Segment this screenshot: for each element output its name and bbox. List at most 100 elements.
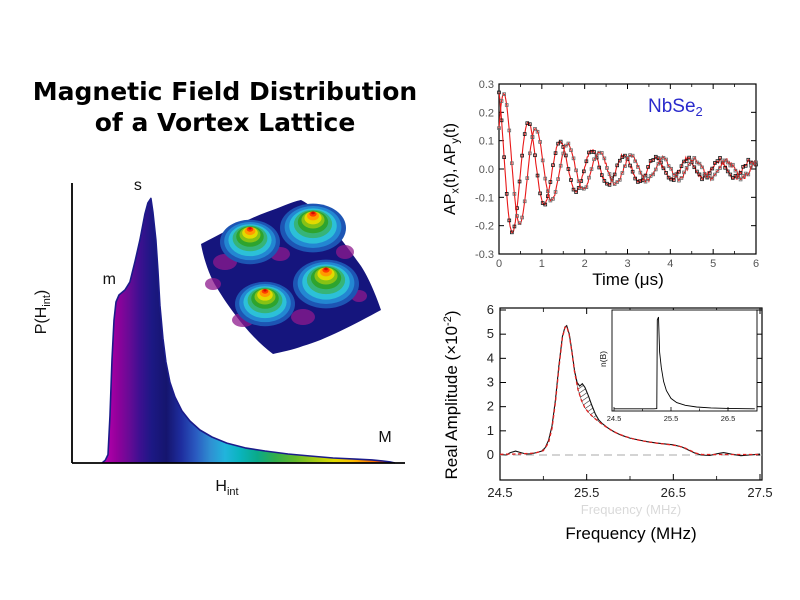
data-marker xyxy=(587,175,591,180)
data-marker xyxy=(630,169,635,174)
data-marker xyxy=(669,166,673,171)
data-marker xyxy=(582,169,586,174)
data-marker xyxy=(512,224,517,229)
data-marker xyxy=(564,143,568,148)
data-marker xyxy=(738,171,743,175)
fp-ticks: 24.5 25.5 26.5 27.5 0 1 2 3 4 5 6 xyxy=(487,302,773,500)
fp-y-axis-label: Real Amplitude (×10-2) xyxy=(442,310,461,479)
fd-annotations: s m M xyxy=(103,177,392,446)
data-marker xyxy=(538,140,542,144)
bump-ring xyxy=(324,267,328,271)
data-marker xyxy=(594,153,599,158)
data-marker xyxy=(502,155,506,160)
data-marker xyxy=(510,161,514,166)
tick-label: 0.1 xyxy=(479,136,494,148)
data-marker xyxy=(569,178,573,182)
data-marker xyxy=(574,168,578,173)
data-marker xyxy=(517,179,522,184)
data-marker xyxy=(715,159,720,163)
fd-x-axis-label: Hint xyxy=(215,478,238,498)
data-marker xyxy=(664,157,668,162)
data-marker xyxy=(599,173,604,177)
data-marker xyxy=(528,151,532,156)
tick-label: 0.0 xyxy=(479,164,494,176)
data-marker xyxy=(749,163,753,168)
data-marker xyxy=(725,169,730,174)
tp-ticks: 0 1 2 3 4 5 6 0.3 0.2 0.1 0.0 -0.1 -0.2 -0.3 xyxy=(475,79,759,270)
tick-label: -0.2 xyxy=(475,221,494,233)
data-marker xyxy=(617,158,622,163)
data-marker xyxy=(713,161,717,165)
data-marker xyxy=(497,90,501,95)
data-marker xyxy=(715,169,720,173)
data-marker xyxy=(574,190,578,194)
data-marker xyxy=(710,176,715,181)
data-marker xyxy=(522,199,527,204)
data-marker xyxy=(612,172,617,177)
tick-label: -0.1 xyxy=(475,192,494,204)
tick-label: 0.2 xyxy=(479,107,494,119)
data-marker xyxy=(535,129,540,134)
tick-label: 1 xyxy=(539,258,545,270)
data-marker xyxy=(556,177,560,181)
data-marker xyxy=(707,171,712,175)
data-marker xyxy=(684,159,689,163)
data-marker xyxy=(646,177,650,181)
tick-label: 24.5 xyxy=(487,485,512,500)
fp-ghost-label: Frequency (MHz) xyxy=(581,502,681,517)
data-marker xyxy=(571,187,576,192)
data-marker xyxy=(661,166,666,171)
data-marker xyxy=(731,176,735,180)
data-marker xyxy=(687,155,691,160)
data-marker xyxy=(664,171,668,175)
data-marker xyxy=(713,172,717,177)
field-distribution-area xyxy=(101,197,396,464)
data-marker xyxy=(592,150,596,154)
tick-label: 4 xyxy=(487,350,494,365)
data-marker xyxy=(520,153,524,158)
data-marker xyxy=(723,165,727,170)
tick-label: -0.3 xyxy=(475,249,494,261)
data-marker xyxy=(553,190,558,194)
data-marker xyxy=(718,166,722,170)
data-marker xyxy=(692,165,697,170)
data-marker xyxy=(548,180,553,184)
data-marker xyxy=(682,170,686,175)
data-marker xyxy=(728,172,733,177)
data-marker xyxy=(515,214,519,218)
data-marker xyxy=(561,151,566,156)
data-marker xyxy=(677,169,681,174)
data-marker xyxy=(522,132,527,136)
data-marker xyxy=(504,192,509,196)
data-marker xyxy=(671,178,676,182)
data-marker xyxy=(497,126,501,130)
tick-label: 27.5 xyxy=(747,485,772,500)
tick-label: 3 xyxy=(624,258,630,270)
data-marker xyxy=(731,162,735,167)
data-marker xyxy=(674,174,679,179)
data-marker xyxy=(615,180,620,184)
data-marker xyxy=(635,165,640,169)
data-marker xyxy=(638,170,643,175)
tick-label: 0 xyxy=(487,447,494,462)
data-marker xyxy=(597,165,602,170)
data-marker xyxy=(507,128,512,133)
fp-x-axis-label: Frequency (MHz) xyxy=(565,524,696,543)
data-marker xyxy=(520,215,524,220)
tp-x-axis-label: Time (μs) xyxy=(592,270,664,289)
data-marker xyxy=(754,160,758,165)
tick-label: 4 xyxy=(667,258,673,270)
tick-label: 0.3 xyxy=(479,79,494,91)
tick-label: 3 xyxy=(487,375,494,390)
data-marker xyxy=(743,164,748,168)
data-marker xyxy=(666,164,671,168)
data-marker xyxy=(605,166,609,170)
inset-curve xyxy=(614,316,755,410)
tick-label: 5 xyxy=(710,258,716,270)
fp-frame xyxy=(499,307,763,481)
data-marker xyxy=(533,153,537,158)
data-marker xyxy=(551,163,555,167)
data-marker xyxy=(571,156,576,161)
data-marker xyxy=(556,141,560,146)
field-distribution-fill xyxy=(102,198,395,463)
